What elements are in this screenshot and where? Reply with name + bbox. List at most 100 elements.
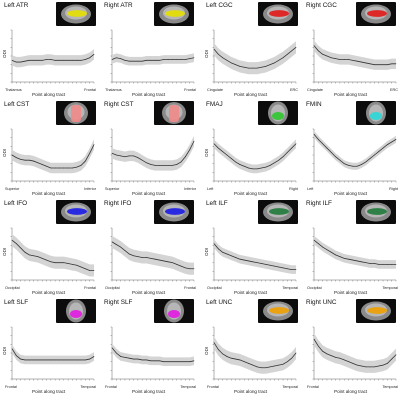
data-point bbox=[317, 50, 319, 52]
brain-axial-green-tract-icon bbox=[258, 101, 298, 125]
data-point bbox=[361, 365, 362, 367]
data-point bbox=[287, 152, 288, 153]
data-point bbox=[193, 57, 195, 59]
data-point bbox=[72, 59, 73, 61]
data-point bbox=[295, 352, 297, 354]
mean-line bbox=[111, 57, 195, 62]
confidence-band bbox=[12, 344, 94, 365]
data-point bbox=[274, 62, 275, 64]
data-point bbox=[50, 359, 52, 361]
x-axis-label: Point along tract bbox=[32, 191, 66, 196]
data-point bbox=[356, 165, 358, 167]
data-point bbox=[37, 59, 39, 61]
data-point bbox=[287, 361, 288, 363]
data-point bbox=[291, 357, 293, 359]
x-start-label: Left bbox=[207, 187, 214, 191]
data-point bbox=[378, 151, 380, 152]
data-point bbox=[343, 359, 345, 361]
data-point bbox=[172, 59, 173, 60]
data-point bbox=[265, 367, 267, 369]
tract-overlay bbox=[367, 307, 387, 314]
data-point bbox=[154, 165, 156, 166]
confidence-band bbox=[112, 53, 194, 66]
data-point bbox=[226, 59, 228, 61]
data-point bbox=[41, 257, 43, 259]
tract-thumbnail bbox=[56, 200, 96, 224]
data-point bbox=[226, 154, 228, 156]
chart-panel: Left CST ODI Superior Inferior Point along t… bbox=[2, 101, 98, 197]
data-point bbox=[269, 64, 271, 66]
x-start-label: Occipital bbox=[207, 286, 222, 290]
confidence-band bbox=[112, 235, 194, 275]
data-point bbox=[274, 365, 275, 367]
data-point bbox=[374, 64, 375, 66]
data-point bbox=[20, 247, 21, 249]
data-point bbox=[159, 59, 160, 61]
plot-area bbox=[312, 128, 397, 183]
tract-overlay bbox=[269, 208, 289, 215]
x-axis-label: Point along tract bbox=[132, 191, 166, 196]
chart-panel: Left ATR ODI Thalamus Frontal Point along tr… bbox=[2, 2, 98, 98]
data-point bbox=[120, 58, 121, 59]
data-point bbox=[54, 359, 56, 361]
tract-overlay bbox=[168, 310, 180, 318]
data-point bbox=[222, 57, 223, 59]
chart-panel: Right ILF Occipital Temporal Point along tr… bbox=[304, 200, 400, 296]
data-point bbox=[391, 63, 393, 65]
data-point bbox=[176, 164, 178, 165]
data-point bbox=[243, 66, 245, 68]
confidence-band bbox=[214, 239, 296, 274]
data-point bbox=[374, 263, 375, 264]
brain-sagittal-green-tract-icon bbox=[258, 200, 298, 224]
x-end-label: Temporal bbox=[180, 385, 196, 389]
x-axis-label: Point along tract bbox=[32, 290, 66, 295]
data-point bbox=[11, 59, 13, 61]
data-point bbox=[115, 57, 117, 59]
data-point bbox=[343, 163, 345, 165]
data-point bbox=[133, 358, 134, 360]
data-point bbox=[15, 355, 17, 356]
data-point bbox=[85, 359, 86, 361]
data-point bbox=[141, 257, 143, 258]
chart-title: Right SLF bbox=[104, 299, 133, 306]
data-point bbox=[54, 167, 56, 169]
brain-sagittal-blue-tract-icon bbox=[154, 200, 194, 224]
plot-area bbox=[212, 128, 297, 183]
data-point bbox=[239, 258, 241, 260]
mean-line bbox=[111, 140, 195, 166]
plot-area bbox=[312, 227, 397, 282]
data-point bbox=[322, 53, 323, 55]
data-point bbox=[128, 357, 130, 359]
data-point bbox=[163, 361, 165, 363]
data-point bbox=[193, 140, 195, 142]
chart-panel: Left IFO ODI Occipital Frontal Point along t… bbox=[2, 200, 98, 296]
data-point bbox=[93, 144, 95, 145]
data-point bbox=[185, 156, 186, 158]
data-point bbox=[189, 149, 191, 151]
data-point bbox=[189, 58, 191, 59]
data-point bbox=[133, 60, 134, 62]
brain-coronal-pink-tract-icon bbox=[56, 101, 96, 125]
confidence-band bbox=[214, 139, 296, 174]
data-point bbox=[176, 59, 178, 60]
data-point bbox=[159, 165, 160, 166]
x-axis-label: Point along tract bbox=[334, 191, 368, 196]
chart-panel: Left ILF ODI Occipital Temporal Point along … bbox=[204, 200, 300, 296]
chart-panel: Left SLF ODI Frontal Temporal Point along tr… bbox=[2, 299, 98, 395]
data-point bbox=[295, 269, 297, 270]
data-point bbox=[222, 151, 223, 152]
data-point bbox=[15, 243, 17, 244]
data-point bbox=[89, 358, 91, 360]
chart-panel: Right SLF Frontal Temporal Point along trac… bbox=[102, 299, 198, 395]
x-axis-label: Point along tract bbox=[234, 191, 268, 196]
chart-title: Right CGC bbox=[306, 2, 337, 9]
data-point bbox=[41, 164, 43, 165]
tract-thumbnail bbox=[56, 299, 96, 323]
tract-thumbnail bbox=[258, 299, 298, 323]
data-point bbox=[230, 255, 232, 257]
tract-thumbnail bbox=[258, 101, 298, 125]
brain-sagittal-yellow-tract-icon bbox=[56, 2, 96, 26]
data-point bbox=[230, 158, 232, 159]
mean-line bbox=[11, 53, 95, 63]
